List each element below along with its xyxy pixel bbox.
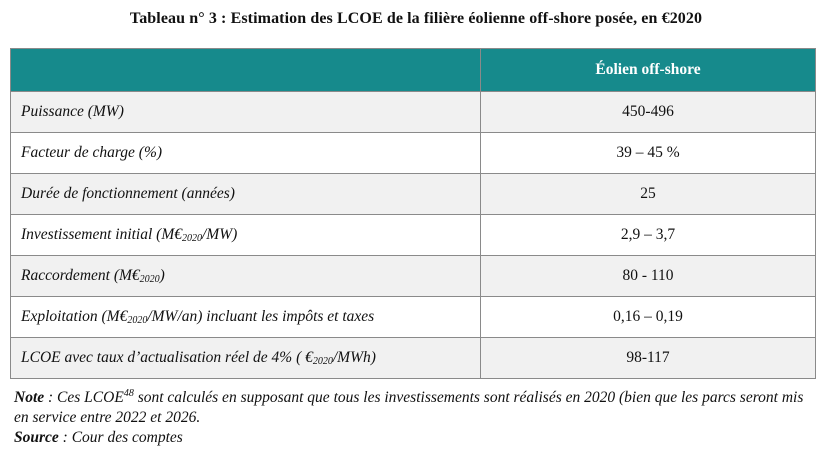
table-notes: Note : Ces LCOE48 sont calculés en suppo… [14,388,814,448]
table-row: LCOE avec taux d’actualisation réel de 4… [10,337,816,379]
source-text: : Cour des comptes [58,429,183,446]
note-text: : Ces LCOE [44,389,124,406]
row-value-investissement-initial: 2,9 – 3,7 [480,214,816,256]
table-row: Durée de fonctionnement (années) 25 [10,173,816,215]
note-text: sont calculés en supposant que tous les … [14,389,804,426]
lcoe-table: Éolien off-shore Puissance (MW) 450-496 … [10,48,816,379]
label-text: /MW/an) incluant les impôts et taxes [147,308,375,325]
row-value-duree-de-fonctionnement: 25 [480,173,816,215]
table-row: Investissement initial (M€2020/MW) 2,9 –… [10,214,816,256]
label-subscript: 2020 [127,315,148,326]
row-label-raccordement: Raccordement (M€2020) [10,255,481,297]
row-label-investissement-initial: Investissement initial (M€2020/MW) [10,214,481,256]
table-row: Exploitation (M€2020/MW/an) incluant les… [10,296,816,338]
label-text: /MWh) [332,349,376,366]
row-value-raccordement: 80 - 110 [480,255,816,297]
label-text: LCOE avec taux d’actualisation réel de 4… [21,349,313,366]
row-label-puissance: Puissance (MW) [10,91,481,133]
label-text: /MW) [202,226,238,243]
table-header-row: Éolien off-shore [10,48,816,92]
note-label: Note [14,389,45,406]
footnote-ref: 48 [123,388,134,399]
label-text: Investissement initial (M€ [21,226,182,243]
row-label-facteur-de-charge: Facteur de charge (%) [10,132,481,174]
label-text: ) [159,267,165,284]
row-label-duree-de-fonctionnement: Durée de fonctionnement (années) [10,173,481,215]
label-subscript: 2020 [182,233,202,244]
table-title: Tableau n° 3 : Estimation des LCOE de la… [129,10,703,27]
source-label: Source [14,429,59,446]
table-row: Puissance (MW) 450-496 [10,91,816,133]
label-text: Exploitation (M€ [21,308,128,325]
row-label-lcoe: LCOE avec taux d’actualisation réel de 4… [10,337,481,379]
note-paragraph: Note : Ces LCOE48 sont calculés en suppo… [14,388,814,428]
row-label-exploitation: Exploitation (M€2020/MW/an) incluant les… [10,296,481,338]
row-value-facteur-de-charge: 39 – 45 % [480,132,816,174]
label-subscript: 2020 [312,356,333,367]
row-value-puissance: 450-496 [480,91,816,133]
label-text: Raccordement (M€ [21,267,140,284]
row-value-exploitation: 0,16 – 0,19 [480,296,816,338]
header-cell-eolien-offshore: Éolien off-shore [480,48,816,92]
table-row: Facteur de charge (%) 39 – 45 % [10,132,816,174]
table-row: Raccordement (M€2020) 80 - 110 [10,255,816,297]
row-value-lcoe: 98-117 [480,337,816,379]
header-cell-empty [10,48,481,92]
source-paragraph: Source : Cour des comptes [14,428,814,448]
label-subscript: 2020 [139,274,160,285]
